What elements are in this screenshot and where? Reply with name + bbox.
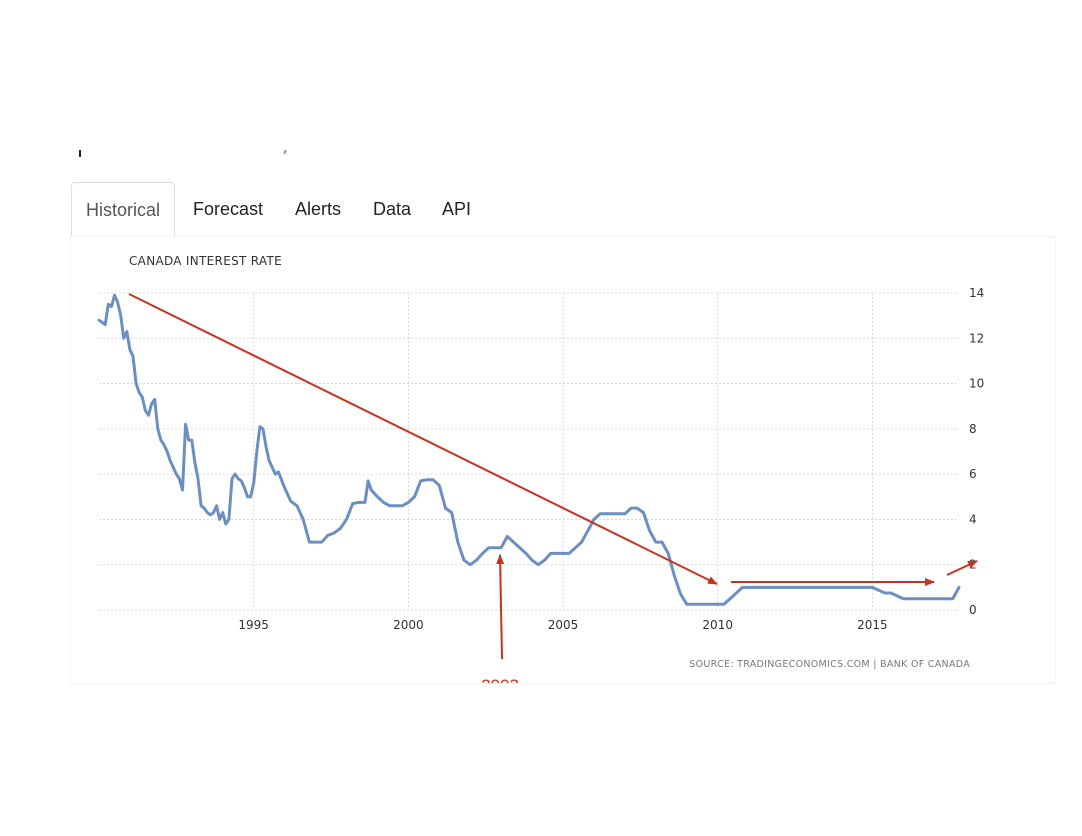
chart-panel: CANADA INTEREST RATE 1995 2000 2005 2010 201… [71,237,1055,683]
y-tick-label: 0 [969,603,977,617]
tab-forecast[interactable]: Forecast [193,199,264,219]
tab-api[interactable]: API [442,199,472,219]
x-tick-label: 2005 [548,618,579,632]
annotation-label-2003: 2003 [481,676,519,683]
x-tick-label: 2015 [857,618,888,632]
annotation-layer: 2003 [128,293,978,683]
annotation-arrow [496,554,505,660]
y-tick-label: 4 [969,512,977,526]
y-tick-label: 8 [969,422,977,436]
tab-bar: Historical Forecast Alerts Data API [71,182,1055,238]
chart-source: SOURCE: TRADINGECONOMICS.COM | BANK OF C… [689,659,970,670]
y-tick-label: 10 [969,377,984,391]
x-tick-label: 1995 [238,618,269,632]
annotation-arrow [128,293,718,585]
annotation-arrow [946,560,978,576]
y-grid [99,292,959,611]
series-line-interest-rate [97,293,961,606]
y-tick-label: 6 [969,467,977,481]
x-grid [253,293,873,610]
y-tick-label: 14 [969,286,984,300]
chart-title: CANADA INTEREST RATE [129,254,282,268]
tab-historical[interactable]: Historical [71,182,176,238]
x-tick-label: 2000 [393,618,424,632]
tab-data[interactable]: Data [373,199,412,219]
page-mark [283,149,287,155]
page-mark [79,150,81,157]
interest-rate-chart: CANADA INTEREST RATE 1995 2000 2005 2010 201… [97,254,984,683]
x-axis-ticks: 1995 2000 2005 2010 2015 [238,618,887,632]
y-tick-label: 12 [969,331,984,345]
x-tick-label: 2010 [702,618,733,632]
tab-alerts[interactable]: Alerts [295,199,342,219]
